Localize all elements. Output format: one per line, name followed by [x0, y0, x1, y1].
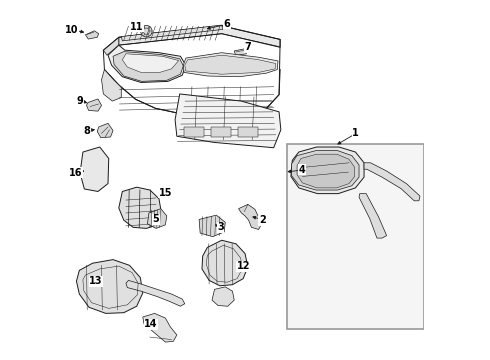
Circle shape [141, 26, 152, 37]
Polygon shape [292, 150, 359, 190]
Polygon shape [175, 94, 281, 148]
Polygon shape [119, 187, 162, 228]
Text: 14: 14 [144, 319, 158, 329]
Polygon shape [119, 26, 280, 47]
Bar [211, 127, 231, 137]
Bar [238, 127, 258, 137]
Polygon shape [234, 49, 246, 55]
Text: 9: 9 [76, 96, 83, 106]
Polygon shape [147, 209, 167, 228]
Text: 12: 12 [237, 261, 250, 271]
Text: 5: 5 [153, 215, 159, 224]
Text: 1: 1 [352, 128, 359, 138]
Text: 7: 7 [245, 42, 251, 52]
Polygon shape [108, 45, 186, 82]
Text: 15: 15 [159, 188, 172, 198]
Polygon shape [87, 99, 101, 111]
Polygon shape [359, 194, 387, 238]
Text: 16: 16 [69, 168, 82, 178]
Polygon shape [202, 240, 248, 286]
Polygon shape [122, 54, 179, 72]
Polygon shape [291, 147, 364, 194]
Polygon shape [239, 204, 262, 229]
Text: 2: 2 [259, 215, 266, 225]
Text: 11: 11 [130, 22, 144, 32]
Polygon shape [297, 154, 355, 188]
Polygon shape [85, 31, 98, 39]
Text: 10: 10 [65, 25, 79, 35]
Polygon shape [185, 55, 275, 74]
Polygon shape [76, 260, 143, 314]
Polygon shape [80, 147, 109, 192]
Polygon shape [199, 215, 225, 237]
Polygon shape [97, 123, 113, 138]
Bar [184, 127, 204, 137]
Polygon shape [113, 51, 183, 81]
Polygon shape [101, 69, 122, 101]
Polygon shape [212, 287, 234, 306]
Text: 6: 6 [224, 19, 230, 29]
Polygon shape [183, 53, 278, 77]
Text: 13: 13 [90, 276, 103, 286]
Text: 3: 3 [217, 222, 224, 232]
Polygon shape [143, 314, 177, 342]
Polygon shape [103, 37, 119, 55]
Bar [287, 144, 423, 329]
Text: 4: 4 [298, 165, 305, 175]
Polygon shape [126, 280, 185, 306]
Text: 8: 8 [84, 126, 91, 135]
Polygon shape [122, 25, 223, 41]
Polygon shape [364, 163, 420, 201]
